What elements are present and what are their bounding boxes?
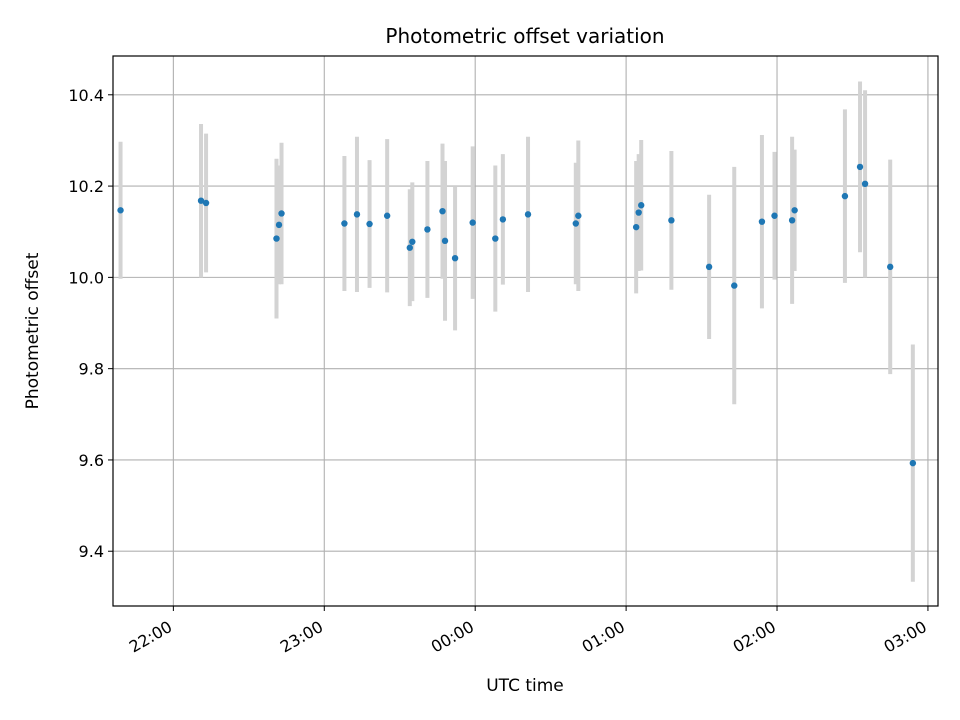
y-axis-label: Photometric offset — [23, 252, 43, 409]
chart-title: Photometric offset variation — [385, 24, 664, 48]
y-tick-label: 9.8 — [79, 360, 104, 379]
grid — [113, 56, 938, 606]
data-point — [492, 235, 499, 242]
x-axis-label: UTC time — [486, 676, 564, 696]
data-point — [353, 211, 361, 218]
data-point — [861, 180, 869, 188]
data-point — [575, 212, 582, 219]
data-point — [197, 197, 205, 204]
data-point — [841, 192, 849, 200]
plot-area-frame — [112, 55, 939, 607]
data-point — [887, 263, 894, 271]
data-point — [909, 459, 917, 467]
data-point — [275, 221, 283, 229]
data-point — [524, 211, 532, 218]
data-point — [499, 216, 507, 223]
data-point — [439, 207, 446, 215]
y-tick-label: 10.0 — [68, 268, 104, 287]
y-tick-label: 9.4 — [79, 542, 104, 561]
y-tick-label: 10.4 — [68, 86, 104, 105]
data-point — [668, 217, 675, 224]
data-point — [788, 217, 796, 224]
data-point — [424, 226, 431, 233]
data-point — [635, 209, 642, 216]
data-point — [771, 212, 778, 219]
data-point — [273, 235, 280, 242]
data-point — [451, 254, 459, 262]
data-point — [409, 238, 416, 245]
data-point — [758, 218, 766, 225]
data-point — [366, 220, 373, 228]
data-point — [572, 220, 580, 227]
y-axis-ticks: 9.4 9.6 9.8 10.0 10.2 10.4 — [68, 86, 113, 561]
data-point — [278, 210, 285, 217]
data-point — [469, 219, 476, 226]
y-tick-label: 9.6 — [79, 451, 104, 470]
data-point — [383, 212, 391, 219]
y-tick-label: 10.2 — [68, 177, 104, 196]
data-point — [202, 199, 210, 207]
data-point — [441, 237, 449, 245]
data-point — [705, 263, 713, 271]
data-points — [117, 163, 917, 467]
data-point — [632, 223, 640, 231]
data-point — [791, 207, 798, 214]
data-point — [341, 220, 348, 227]
data-point — [856, 163, 864, 171]
data-point — [406, 244, 413, 251]
data-point — [117, 207, 124, 214]
data-point — [731, 282, 738, 289]
data-point — [638, 202, 645, 209]
